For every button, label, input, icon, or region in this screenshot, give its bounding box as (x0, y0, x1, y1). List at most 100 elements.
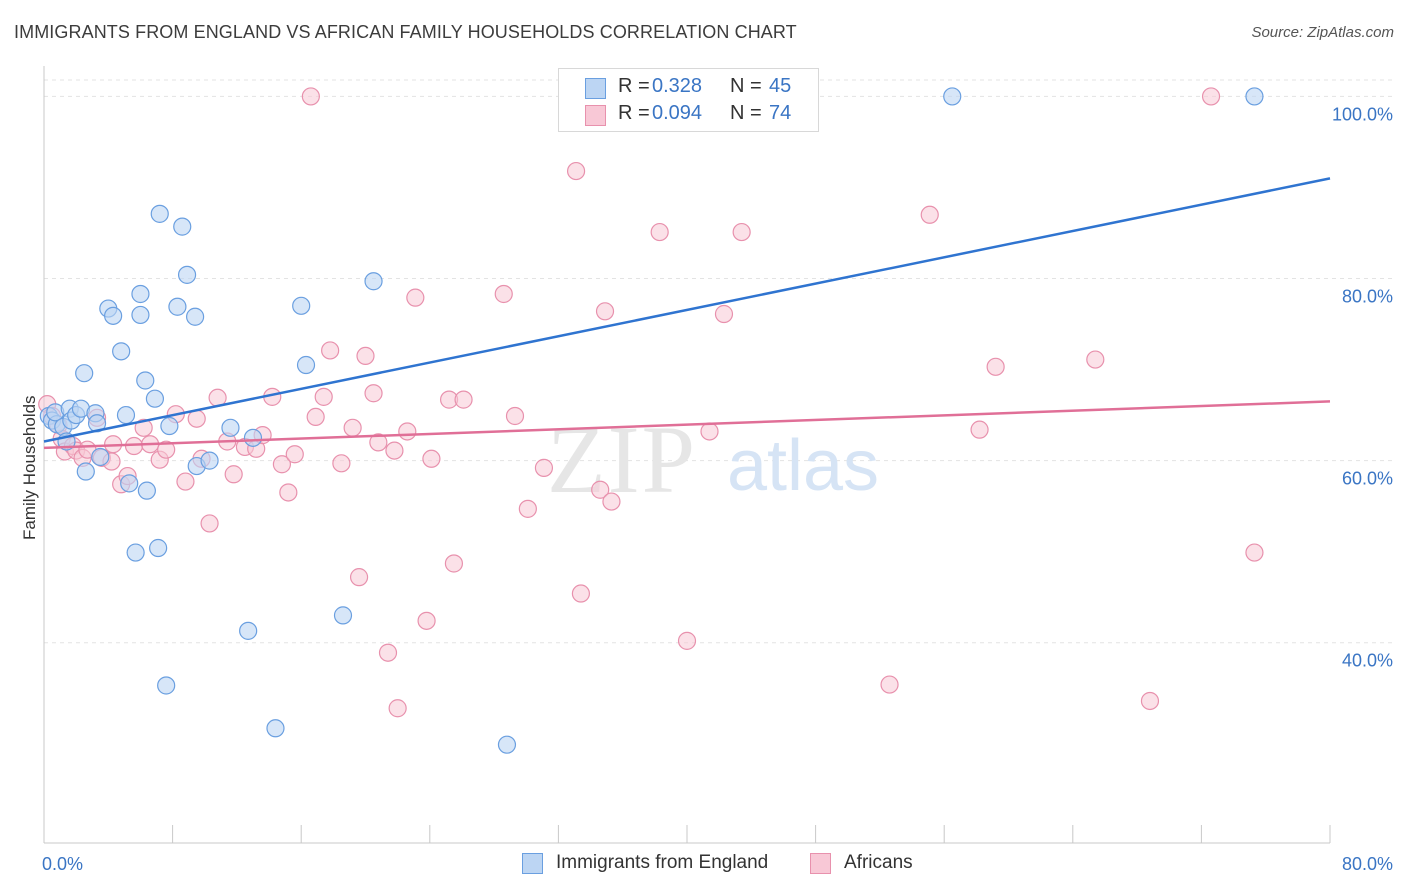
bottom-legend-label-england: Immigrants from England (556, 852, 769, 873)
england-point (160, 416, 179, 436)
legend-r-label: R = (618, 75, 650, 97)
england-point (137, 481, 156, 500)
africans-point (920, 205, 939, 224)
y-tick-label: 40.0% (1342, 651, 1393, 671)
tick-labels: 40.0% 60.0% 80.0% 100.0% 0.0% 80.0% (42, 104, 1393, 874)
africans-point (388, 699, 407, 718)
africans-point (279, 483, 298, 502)
africans-point (602, 492, 621, 511)
africans-point (534, 458, 554, 477)
legend-swatch-africans (585, 105, 606, 126)
africans-point (224, 465, 243, 484)
england-point (266, 719, 285, 738)
england-point (149, 538, 168, 558)
bottom-legend-label-africans: Africans (844, 852, 913, 873)
england-point (104, 306, 123, 325)
x-tick-label: 0.0% (42, 854, 83, 874)
legend-r-label: R = (618, 102, 650, 124)
england-point (168, 297, 187, 316)
africans-point (444, 554, 464, 573)
legend-n-value: 74 (769, 102, 792, 124)
africans-point (505, 406, 525, 426)
england-point (333, 606, 353, 625)
watermark: ZIP atlas (547, 406, 879, 513)
africans-points (38, 87, 1264, 718)
africans-point (157, 440, 176, 459)
england-point (120, 474, 139, 493)
england-point (186, 307, 205, 326)
legend-r-value: 0.328 (652, 75, 703, 97)
england-point (1245, 87, 1264, 106)
africans-point (200, 514, 219, 533)
africans-point (1201, 87, 1221, 106)
africans-point (422, 449, 441, 468)
england-point (131, 284, 150, 304)
bottom-legend-swatch-africans (810, 853, 831, 874)
africans-point (732, 222, 751, 242)
africans-point (677, 631, 697, 650)
africans-point (369, 433, 388, 452)
africans-point (566, 161, 586, 181)
england-point (76, 462, 95, 481)
y-tick-label: 100.0% (1332, 104, 1393, 124)
africans-point (571, 584, 591, 603)
africans-point (385, 441, 404, 460)
africans-point (343, 418, 362, 437)
england-point (943, 87, 962, 106)
england-trend-line (43, 177, 1331, 443)
africans-point (398, 422, 417, 441)
england-point (150, 204, 169, 223)
africans-point (1086, 350, 1105, 369)
y-tick-label: 80.0% (1342, 287, 1393, 307)
africans-point (176, 472, 195, 491)
england-point (145, 389, 165, 408)
africans-point (134, 418, 153, 437)
y-axis-label: Family Households (20, 395, 39, 540)
africans-point (454, 390, 473, 409)
africans-point (356, 346, 375, 366)
england-point (221, 418, 240, 437)
legend-n-label: N = (730, 102, 762, 124)
africans-point (1140, 691, 1160, 711)
chart-title: IMMIGRANTS FROM ENGLAND VS AFRICAN FAMIL… (14, 22, 797, 42)
x-tick-label: 80.0% (1342, 854, 1393, 874)
africans-point (378, 643, 398, 662)
england-point (126, 543, 145, 562)
england-point (91, 447, 110, 467)
africans-point (301, 87, 320, 106)
england-point (497, 735, 517, 754)
africans-point (591, 480, 610, 499)
africans-point (187, 409, 206, 428)
england-point (239, 621, 258, 640)
england-point (177, 265, 197, 284)
africans-point (518, 499, 537, 518)
england-point (200, 451, 219, 470)
africans-point (321, 341, 340, 360)
england-point (243, 428, 263, 447)
africans-point (1245, 543, 1264, 562)
legend-n-label: N = (730, 75, 762, 97)
africans-point (349, 568, 369, 587)
legend-row-africans: R = 0.094 N = 74 (559, 100, 818, 128)
africans-point (285, 445, 304, 464)
africans-point (595, 302, 615, 321)
africans-point (417, 611, 436, 630)
legend-swatch-england (585, 78, 606, 99)
england-point (131, 305, 150, 325)
axes (43, 66, 1331, 844)
africans-point (650, 222, 669, 242)
africans-point (970, 420, 989, 439)
watermark-zip: ZIP (547, 406, 697, 513)
africans-point (494, 284, 513, 304)
africans-point (700, 422, 719, 441)
source-label: Source: ZipAtlas.com (1251, 24, 1394, 41)
england-point (364, 272, 383, 291)
gridlines (44, 79, 1392, 644)
africans-trend-line (43, 400, 1331, 450)
england-point (292, 296, 311, 315)
england-point (173, 217, 192, 236)
legend-n-value: 45 (769, 75, 792, 97)
africans-point (406, 288, 425, 307)
watermark-atlas: atlas (727, 426, 879, 506)
